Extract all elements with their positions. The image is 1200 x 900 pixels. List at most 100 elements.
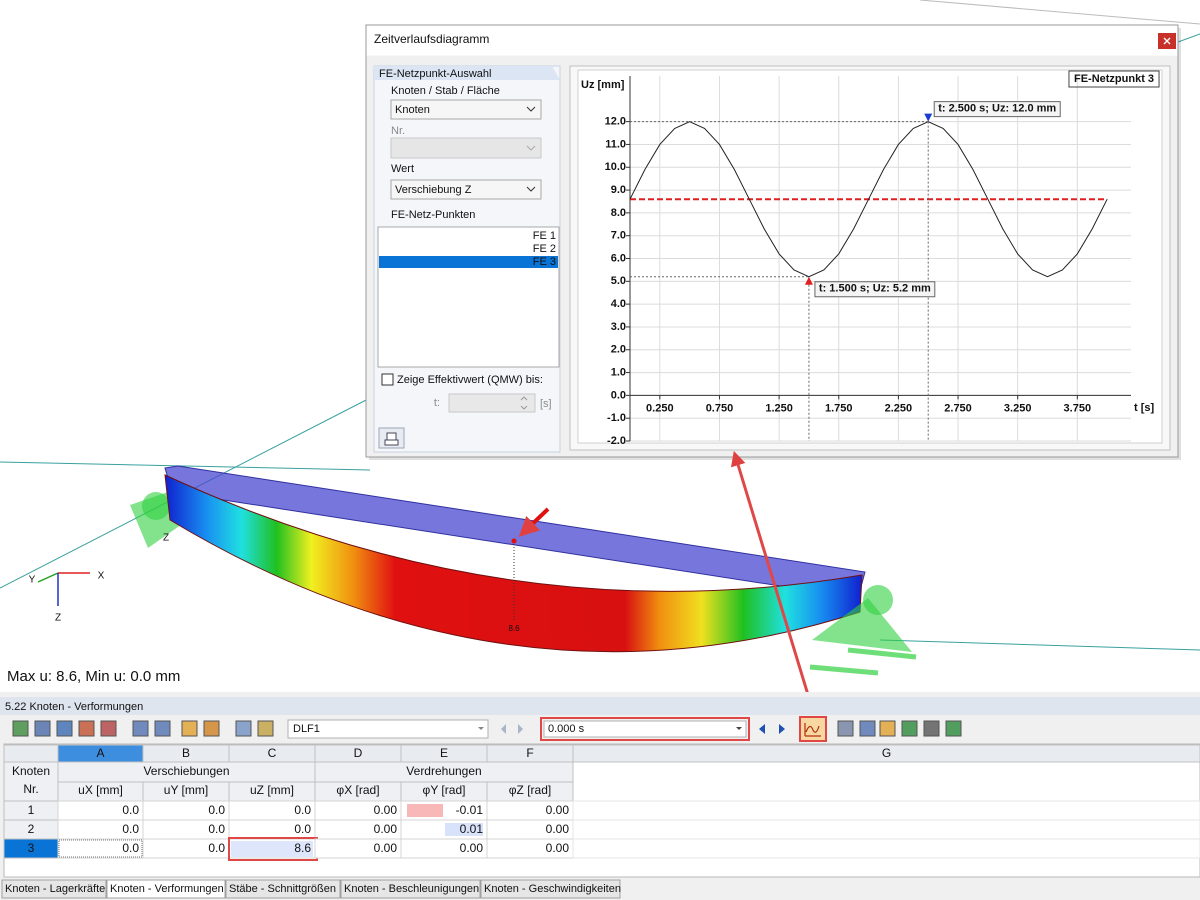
node	[511, 538, 517, 544]
chart: -2.0 -1.0 0.0 1.0 2.0 3.0 4.0 5.0 6.0 7.0 8.0 9.0 10…	[605, 70, 1160, 447]
load-case-select[interactable]	[287, 719, 489, 739]
y-tick-label: 2.0	[611, 344, 626, 356]
cell-value: 0.00	[374, 803, 398, 817]
toolbar-icon[interactable]	[923, 720, 940, 737]
number-label: Nr.	[391, 125, 405, 137]
y-tick-label: 11.0	[605, 138, 626, 150]
cell-value: 0.0	[208, 822, 225, 836]
legend-box	[1068, 70, 1160, 88]
value-select[interactable]	[390, 179, 542, 200]
load-case: DLF1	[293, 723, 320, 735]
title-bar	[366, 25, 1178, 56]
object-select[interactable]	[390, 99, 542, 120]
cell-value: 0.00	[546, 841, 570, 855]
deformation-label: 8.6	[508, 624, 520, 633]
tab[interactable]	[1, 879, 107, 899]
toolbar-icon[interactable]	[78, 720, 95, 737]
column-letter: B	[182, 746, 190, 760]
support-label: Z	[163, 533, 169, 544]
toolbar-icon[interactable]	[181, 720, 198, 737]
sub-header: φZ [rad]	[509, 783, 551, 797]
toolbar-icon[interactable]	[235, 720, 252, 737]
point-item[interactable]: FE 1	[533, 230, 556, 242]
plot-area	[577, 69, 1163, 444]
tab-label: Knoten - Beschleunigungen	[344, 883, 479, 895]
tab-label: Knoten - Geschwindigkeiten	[484, 883, 621, 895]
cell-value: 0.0	[294, 803, 311, 817]
tab[interactable]	[106, 879, 226, 899]
row-header-title: Knoten	[12, 764, 50, 778]
time-select[interactable]	[543, 720, 747, 738]
print-icon	[384, 432, 399, 446]
toolbar-icon[interactable]	[879, 720, 896, 737]
y-tick-label: 12.0	[605, 116, 626, 128]
points-list	[377, 226, 560, 368]
tab[interactable]	[225, 879, 341, 899]
x-tick-label: 3.250	[1004, 402, 1032, 414]
column-letter: G	[882, 746, 891, 760]
row-number: 2	[28, 822, 35, 836]
toolbar-icon[interactable]	[56, 720, 73, 737]
cell-value: 0.0	[208, 803, 225, 817]
value-value: Verschiebung Z	[395, 184, 472, 196]
y-tick-label: 1.0	[611, 366, 626, 378]
axis-y	[37, 572, 59, 583]
dialog-title: Zeitverlaufsdiagramm	[374, 32, 489, 46]
y-tick-label: 0.0	[611, 389, 626, 401]
toolbar-icon[interactable]	[945, 720, 962, 737]
support	[812, 598, 912, 652]
cell-value: 0.00	[460, 841, 484, 855]
grid-axis-line	[1177, 33, 1200, 43]
close-icon	[1163, 37, 1171, 45]
nav-arrows[interactable]	[759, 724, 785, 734]
nav-arrows[interactable]	[501, 724, 523, 734]
x-tick-label: 1.250	[765, 402, 793, 414]
row-number: 1	[28, 803, 35, 817]
point-item[interactable]: FE 2	[533, 243, 556, 255]
support	[809, 664, 879, 676]
pointer-arrow	[518, 507, 550, 537]
y-tick-label: 7.0	[611, 230, 626, 242]
grid-axis-line	[879, 639, 1200, 651]
toolbar-icon[interactable]	[901, 720, 918, 737]
point-item[interactable]: FE 3	[533, 256, 556, 268]
column-letter: D	[354, 746, 363, 760]
t-unit: [s]	[540, 398, 552, 410]
object-label: Knoten / Stab / Fläche	[391, 85, 500, 97]
toolbar-icon[interactable]	[154, 720, 171, 737]
toolbar-icon[interactable]	[12, 720, 29, 737]
cell-value: 0.0	[122, 803, 139, 817]
toolbar-icon[interactable]	[257, 720, 274, 737]
diagram-icon	[804, 723, 821, 737]
support	[142, 492, 170, 520]
toolbar-icon[interactable]	[34, 720, 51, 737]
toolbar-icon[interactable]	[859, 720, 876, 737]
column-letter: A	[96, 746, 104, 760]
cell	[572, 800, 1200, 821]
tab[interactable]	[340, 879, 481, 899]
grid-axis-line	[0, 461, 371, 471]
time-value: 0.000 s	[548, 723, 585, 735]
highlight-box	[540, 717, 750, 741]
column-letter: E	[440, 746, 448, 760]
sub-header: uY [mm]	[164, 783, 208, 797]
toolbar-icon[interactable]	[132, 720, 149, 737]
y-axis-title: Uz [mm]	[581, 79, 625, 91]
y-tick-label: 5.0	[611, 275, 626, 287]
select-arrow	[526, 106, 536, 112]
checkbox[interactable]	[381, 373, 394, 386]
toolbar-icon[interactable]	[203, 720, 220, 737]
x-tick-label: 3.750	[1064, 402, 1092, 414]
toolbar-icon[interactable]	[100, 720, 117, 737]
y-tick-label: 4.0	[611, 298, 626, 310]
tab[interactable]	[480, 879, 621, 899]
x-tick-label: 1.750	[825, 402, 853, 414]
marker	[804, 276, 813, 285]
toolbar-icon[interactable]	[837, 720, 854, 737]
y-tick-label: 9.0	[611, 184, 626, 196]
cell-highlight	[231, 841, 313, 857]
column-letter: F	[526, 746, 533, 760]
marker-label-box	[933, 101, 1061, 118]
tab-label: Stäbe - Schnittgrößen	[229, 883, 336, 895]
cell	[572, 819, 1200, 840]
